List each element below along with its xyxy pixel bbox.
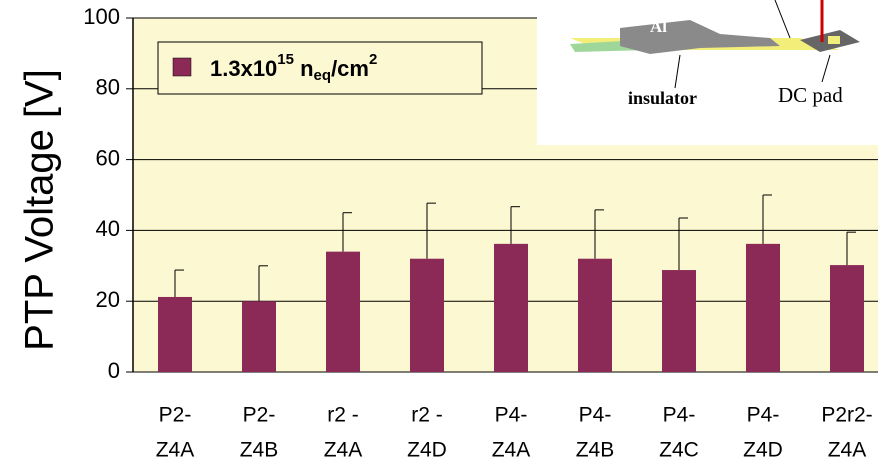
bar: [662, 270, 696, 372]
inset-pad-hole: [828, 36, 840, 44]
x-tick-label: P2-: [243, 404, 276, 427]
x-tick-label: Z4A: [492, 439, 531, 462]
x-tick-label: Z4A: [324, 439, 363, 462]
inset-label: insulator: [628, 88, 697, 108]
inset-image: Al insulator DC pad: [537, 0, 878, 145]
y-tick-label: 20: [96, 287, 120, 312]
x-tick-label: P4-: [495, 404, 528, 427]
legend-text: /cm: [331, 56, 369, 81]
x-tick-label: r2 -: [327, 404, 359, 427]
y-tick-label: 80: [96, 75, 120, 100]
y-tick-label: 60: [96, 145, 120, 170]
y-tick-label: 100: [83, 4, 120, 29]
x-tick-label: Z4A: [156, 439, 195, 462]
x-tick-label: r2 -: [411, 404, 443, 427]
x-tick-label: Z4D: [743, 439, 783, 462]
legend-text: eq: [314, 67, 332, 84]
y-tick-label: 0: [108, 358, 120, 383]
x-tick-label: Z4B: [240, 439, 279, 462]
bar: [326, 252, 360, 372]
x-tick-label: Z4D: [407, 439, 447, 462]
legend-text: 1.3x10: [210, 56, 277, 81]
legend-text: 15: [277, 51, 294, 68]
inset-label: DC pad: [778, 83, 843, 107]
x-tick-label: P2-: [159, 404, 192, 427]
bar: [578, 259, 612, 372]
bar: [410, 259, 444, 372]
chart: PTP Voltage [V] 1.3x1015 neq/cm2 Al insu…: [0, 0, 878, 465]
bar: [242, 301, 276, 372]
x-tick-label: P4-: [663, 404, 696, 427]
bar: [158, 297, 192, 372]
x-tick-label: Z4C: [659, 439, 699, 462]
inset-background: [537, 0, 878, 145]
y-axis-label: PTP Voltage [V]: [18, 69, 62, 351]
bar: [494, 244, 528, 372]
legend-label: 1.3x1015 neq/cm2: [210, 51, 377, 84]
legend-swatch: [173, 58, 191, 76]
x-tick-label: P4-: [579, 404, 612, 427]
x-tick-label: P2r2-: [821, 404, 872, 427]
x-tick-label: Z4B: [576, 439, 615, 462]
y-tick-label: 40: [96, 216, 120, 241]
x-tick-label: P4-: [747, 404, 780, 427]
bar: [746, 244, 780, 372]
legend-text: 2: [369, 51, 377, 68]
legend-text: n: [294, 56, 314, 81]
x-tick-label: Z4A: [828, 439, 867, 462]
legend: 1.3x1015 neq/cm2: [158, 42, 482, 94]
bar: [830, 265, 864, 372]
inset-label: Al: [650, 17, 667, 36]
